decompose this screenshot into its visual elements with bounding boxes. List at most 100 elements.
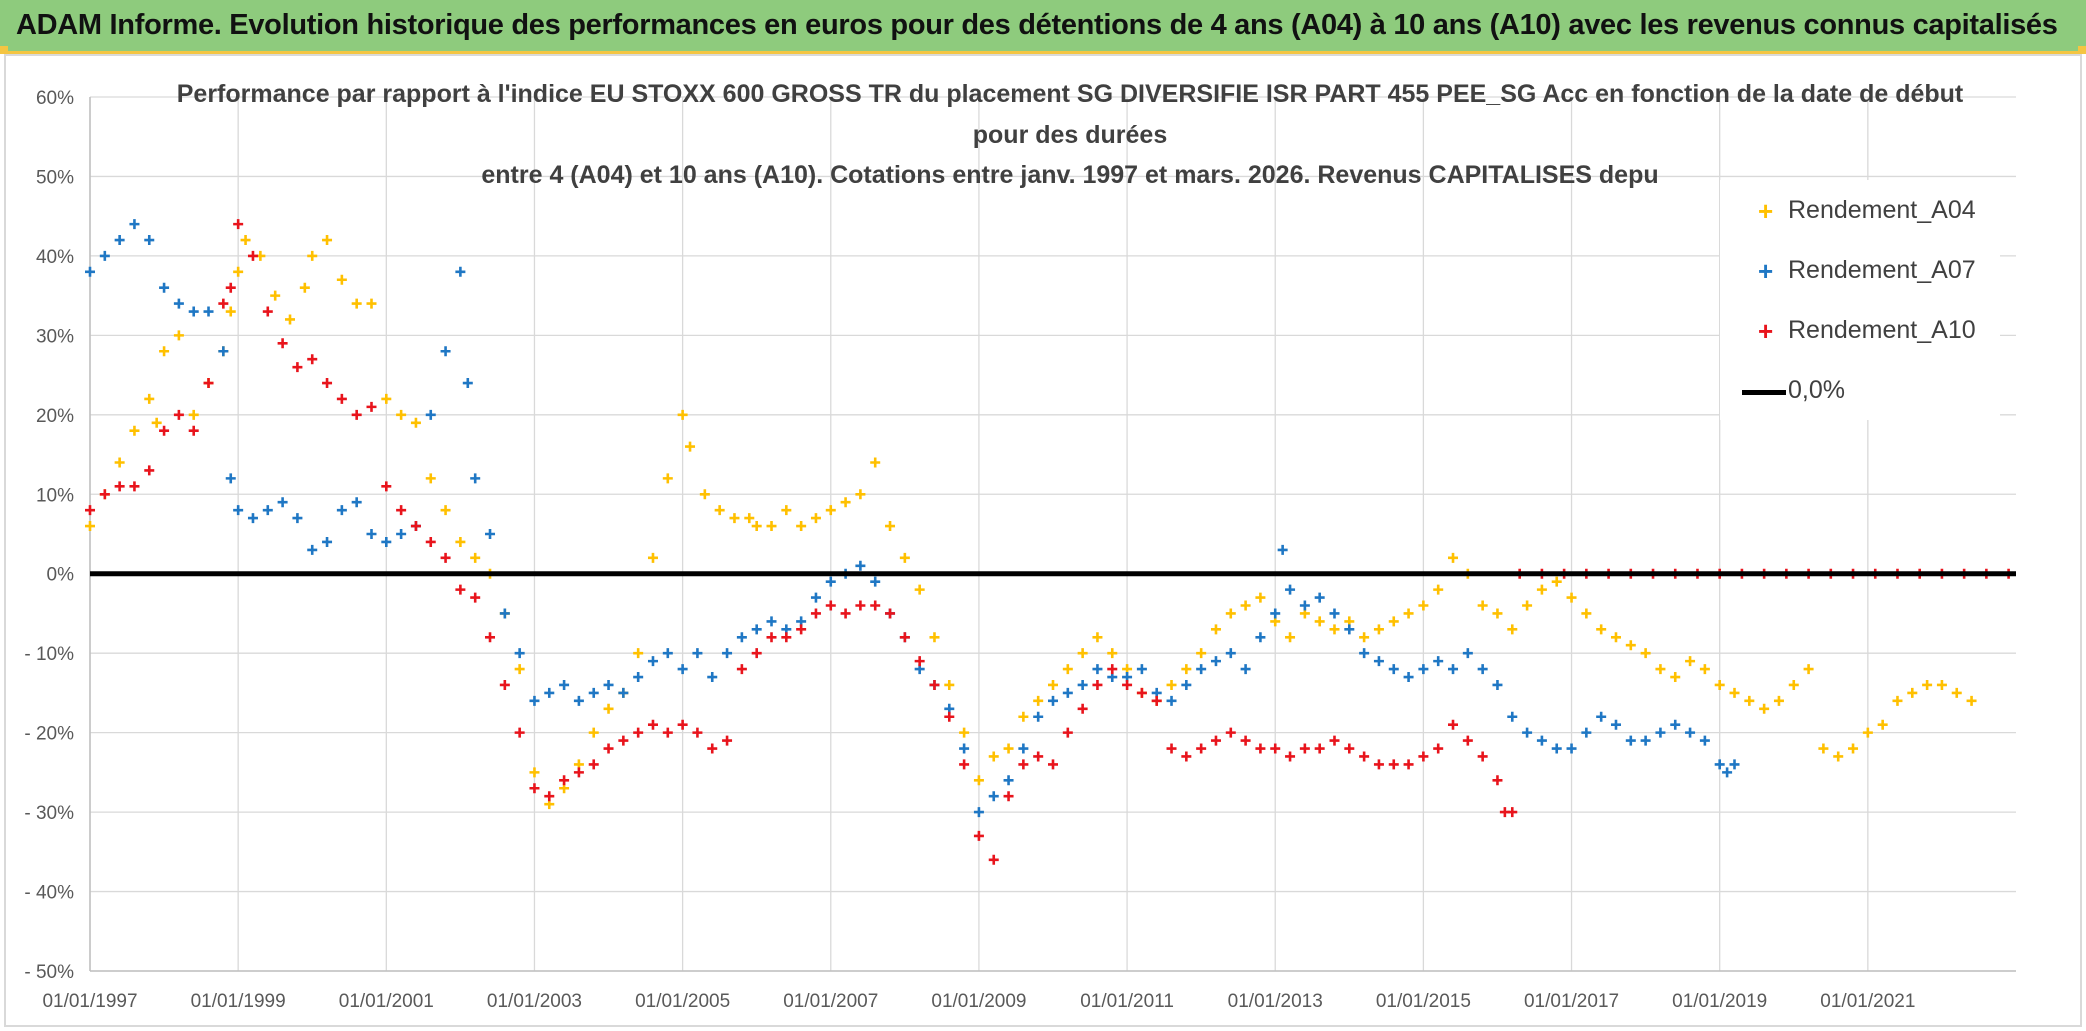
point-Rendement_A04-20 bbox=[336, 274, 347, 285]
point-Rendement_A04-25 bbox=[410, 417, 421, 428]
point-Rendement_A04-77 bbox=[1166, 679, 1177, 690]
point-Rendement_A04-33 bbox=[529, 767, 540, 778]
point-Rendement_A04-130 bbox=[1951, 687, 1962, 698]
point-Rendement_A04-48 bbox=[744, 513, 755, 524]
x-tick-label-7: 01/01/2011 bbox=[1080, 991, 1174, 1012]
point-Rendement_A04-85 bbox=[1285, 632, 1296, 643]
points-layer bbox=[85, 219, 2014, 865]
y-tick-label-9: - 30% bbox=[24, 803, 74, 824]
point-Rendement_A07-8 bbox=[203, 306, 214, 317]
point-Rendement_A04-18 bbox=[307, 250, 318, 261]
point-Rendement_A10-93 bbox=[1448, 719, 1459, 730]
point-Rendement_A07-48 bbox=[766, 616, 777, 627]
point-Rendement_A10-69 bbox=[1092, 679, 1103, 690]
point-Rendement_A07-7 bbox=[188, 306, 199, 317]
point-Rendement_A07-14 bbox=[277, 497, 288, 508]
point-Rendement_A07-46 bbox=[736, 632, 747, 643]
point-Rendement_A07-65 bbox=[1018, 743, 1029, 754]
point-Rendement_A04-105 bbox=[1581, 608, 1592, 619]
point-Rendement_A10-41 bbox=[677, 719, 688, 730]
point-Rendement_A10-82 bbox=[1285, 751, 1296, 762]
point-Rendement_A10-78 bbox=[1225, 727, 1236, 738]
point-Rendement_A07-25 bbox=[440, 346, 451, 357]
y-tick-label-1: 50% bbox=[36, 167, 74, 188]
point-Rendement_A04-120 bbox=[1803, 664, 1814, 675]
point-Rendement_A07-24 bbox=[425, 409, 436, 420]
point-Rendement_A07-104 bbox=[1581, 727, 1592, 738]
point-Rendement_A04-83 bbox=[1255, 592, 1266, 603]
chart-title-line-1: Performance par rapport à l'indice EU ST… bbox=[176, 80, 1964, 108]
point-Rendement_A07-61 bbox=[959, 743, 970, 754]
point-Rendement_A07-33 bbox=[544, 687, 555, 698]
point-Rendement_A07-69 bbox=[1077, 679, 1088, 690]
point-Rendement_A10-68 bbox=[1077, 703, 1088, 714]
point-Rendement_A07-12 bbox=[247, 513, 258, 524]
x-tick-label-11: 01/01/2019 bbox=[1672, 991, 1767, 1012]
point-Rendement_A04-66 bbox=[1003, 743, 1014, 754]
point-Rendement_A07-110 bbox=[1670, 719, 1681, 730]
corner-accent-left bbox=[0, 46, 8, 54]
point-Rendement_A10-6 bbox=[173, 409, 184, 420]
legend-item-a07: + Rendement_A07 bbox=[1720, 254, 2000, 294]
point-Rendement_A10-20 bbox=[366, 401, 377, 412]
point-Rendement_A10-30 bbox=[514, 727, 525, 738]
point-Rendement_A10-56 bbox=[899, 632, 910, 643]
point-Rendement_A04-28 bbox=[455, 536, 466, 547]
point-Rendement_A07-89 bbox=[1359, 648, 1370, 659]
point-Rendement_A07-81 bbox=[1255, 632, 1266, 643]
point-Rendement_A10-81 bbox=[1270, 743, 1281, 754]
point-Rendement_A04-46 bbox=[714, 505, 725, 516]
point-Rendement_A04-71 bbox=[1077, 648, 1088, 659]
point-Rendement_A07-1 bbox=[99, 250, 110, 261]
point-Rendement_A10-67 bbox=[1062, 727, 1073, 738]
point-Rendement_A04-26 bbox=[425, 473, 436, 484]
point-Rendement_A04-100 bbox=[1507, 624, 1518, 635]
point-Rendement_A04-126 bbox=[1892, 695, 1903, 706]
point-Rendement_A04-3 bbox=[129, 425, 140, 436]
point-Rendement_A04-115 bbox=[1729, 687, 1740, 698]
point-Rendement_A04-5 bbox=[151, 417, 162, 428]
point-Rendement_A04-23 bbox=[381, 393, 392, 404]
point-Rendement_A04-68 bbox=[1033, 695, 1044, 706]
point-Rendement_A10-1 bbox=[99, 489, 110, 500]
point-Rendement_A10-77 bbox=[1210, 735, 1221, 746]
point-Rendement_A07-38 bbox=[618, 687, 629, 698]
point-Rendement_A04-79 bbox=[1196, 648, 1207, 659]
point-Rendement_A04-15 bbox=[270, 290, 281, 301]
point-Rendement_A04-94 bbox=[1418, 600, 1429, 611]
point-Rendement_A07-100 bbox=[1522, 727, 1533, 738]
point-Rendement_A04-62 bbox=[944, 679, 955, 690]
x-tick-label-0: 01/01/1997 bbox=[42, 991, 137, 1012]
point-Rendement_A04-17 bbox=[299, 282, 310, 293]
point-Rendement_A04-127 bbox=[1907, 687, 1918, 698]
point-Rendement_A04-56 bbox=[855, 489, 866, 500]
chart-title-line-3: entre 4 (A04) et 10 ans (A10). Cotations… bbox=[481, 161, 1659, 189]
point-Rendement_A10-60 bbox=[959, 759, 970, 770]
point-Rendement_A10-75 bbox=[1181, 751, 1192, 762]
point-Rendement_A10-64 bbox=[1018, 759, 1029, 770]
x-tick-label-10: 01/01/2017 bbox=[1524, 991, 1619, 1012]
point-Rendement_A07-107 bbox=[1625, 735, 1636, 746]
point-Rendement_A10-37 bbox=[618, 735, 629, 746]
point-Rendement_A04-88 bbox=[1329, 624, 1340, 635]
point-Rendement_A07-114 bbox=[1722, 767, 1733, 778]
point-Rendement_A07-45 bbox=[722, 648, 733, 659]
legend-label-a10: Rendement_A10 bbox=[1788, 316, 1976, 344]
point-Rendement_A07-6 bbox=[173, 298, 184, 309]
point-Rendement_A07-105 bbox=[1596, 711, 1607, 722]
point-Rendement_A10-48 bbox=[781, 632, 792, 643]
point-Rendement_A10-90 bbox=[1403, 759, 1414, 770]
legend-label-zero: 0,0% bbox=[1788, 376, 1845, 404]
point-Rendement_A04-50 bbox=[766, 521, 777, 532]
point-Rendement_A07-15 bbox=[292, 513, 303, 524]
point-Rendement_A10-32 bbox=[544, 791, 555, 802]
point-Rendement_A10-11 bbox=[233, 219, 244, 230]
point-Rendement_A07-112 bbox=[1699, 735, 1710, 746]
point-Rendement_A07-80 bbox=[1240, 664, 1251, 675]
point-Rendement_A07-103 bbox=[1566, 743, 1577, 754]
point-Rendement_A07-94 bbox=[1433, 656, 1444, 667]
point-Rendement_A07-0 bbox=[85, 266, 95, 277]
point-Rendement_A07-20 bbox=[366, 529, 377, 539]
point-Rendement_A10-80 bbox=[1255, 743, 1266, 754]
point-Rendement_A10-61 bbox=[973, 830, 984, 841]
